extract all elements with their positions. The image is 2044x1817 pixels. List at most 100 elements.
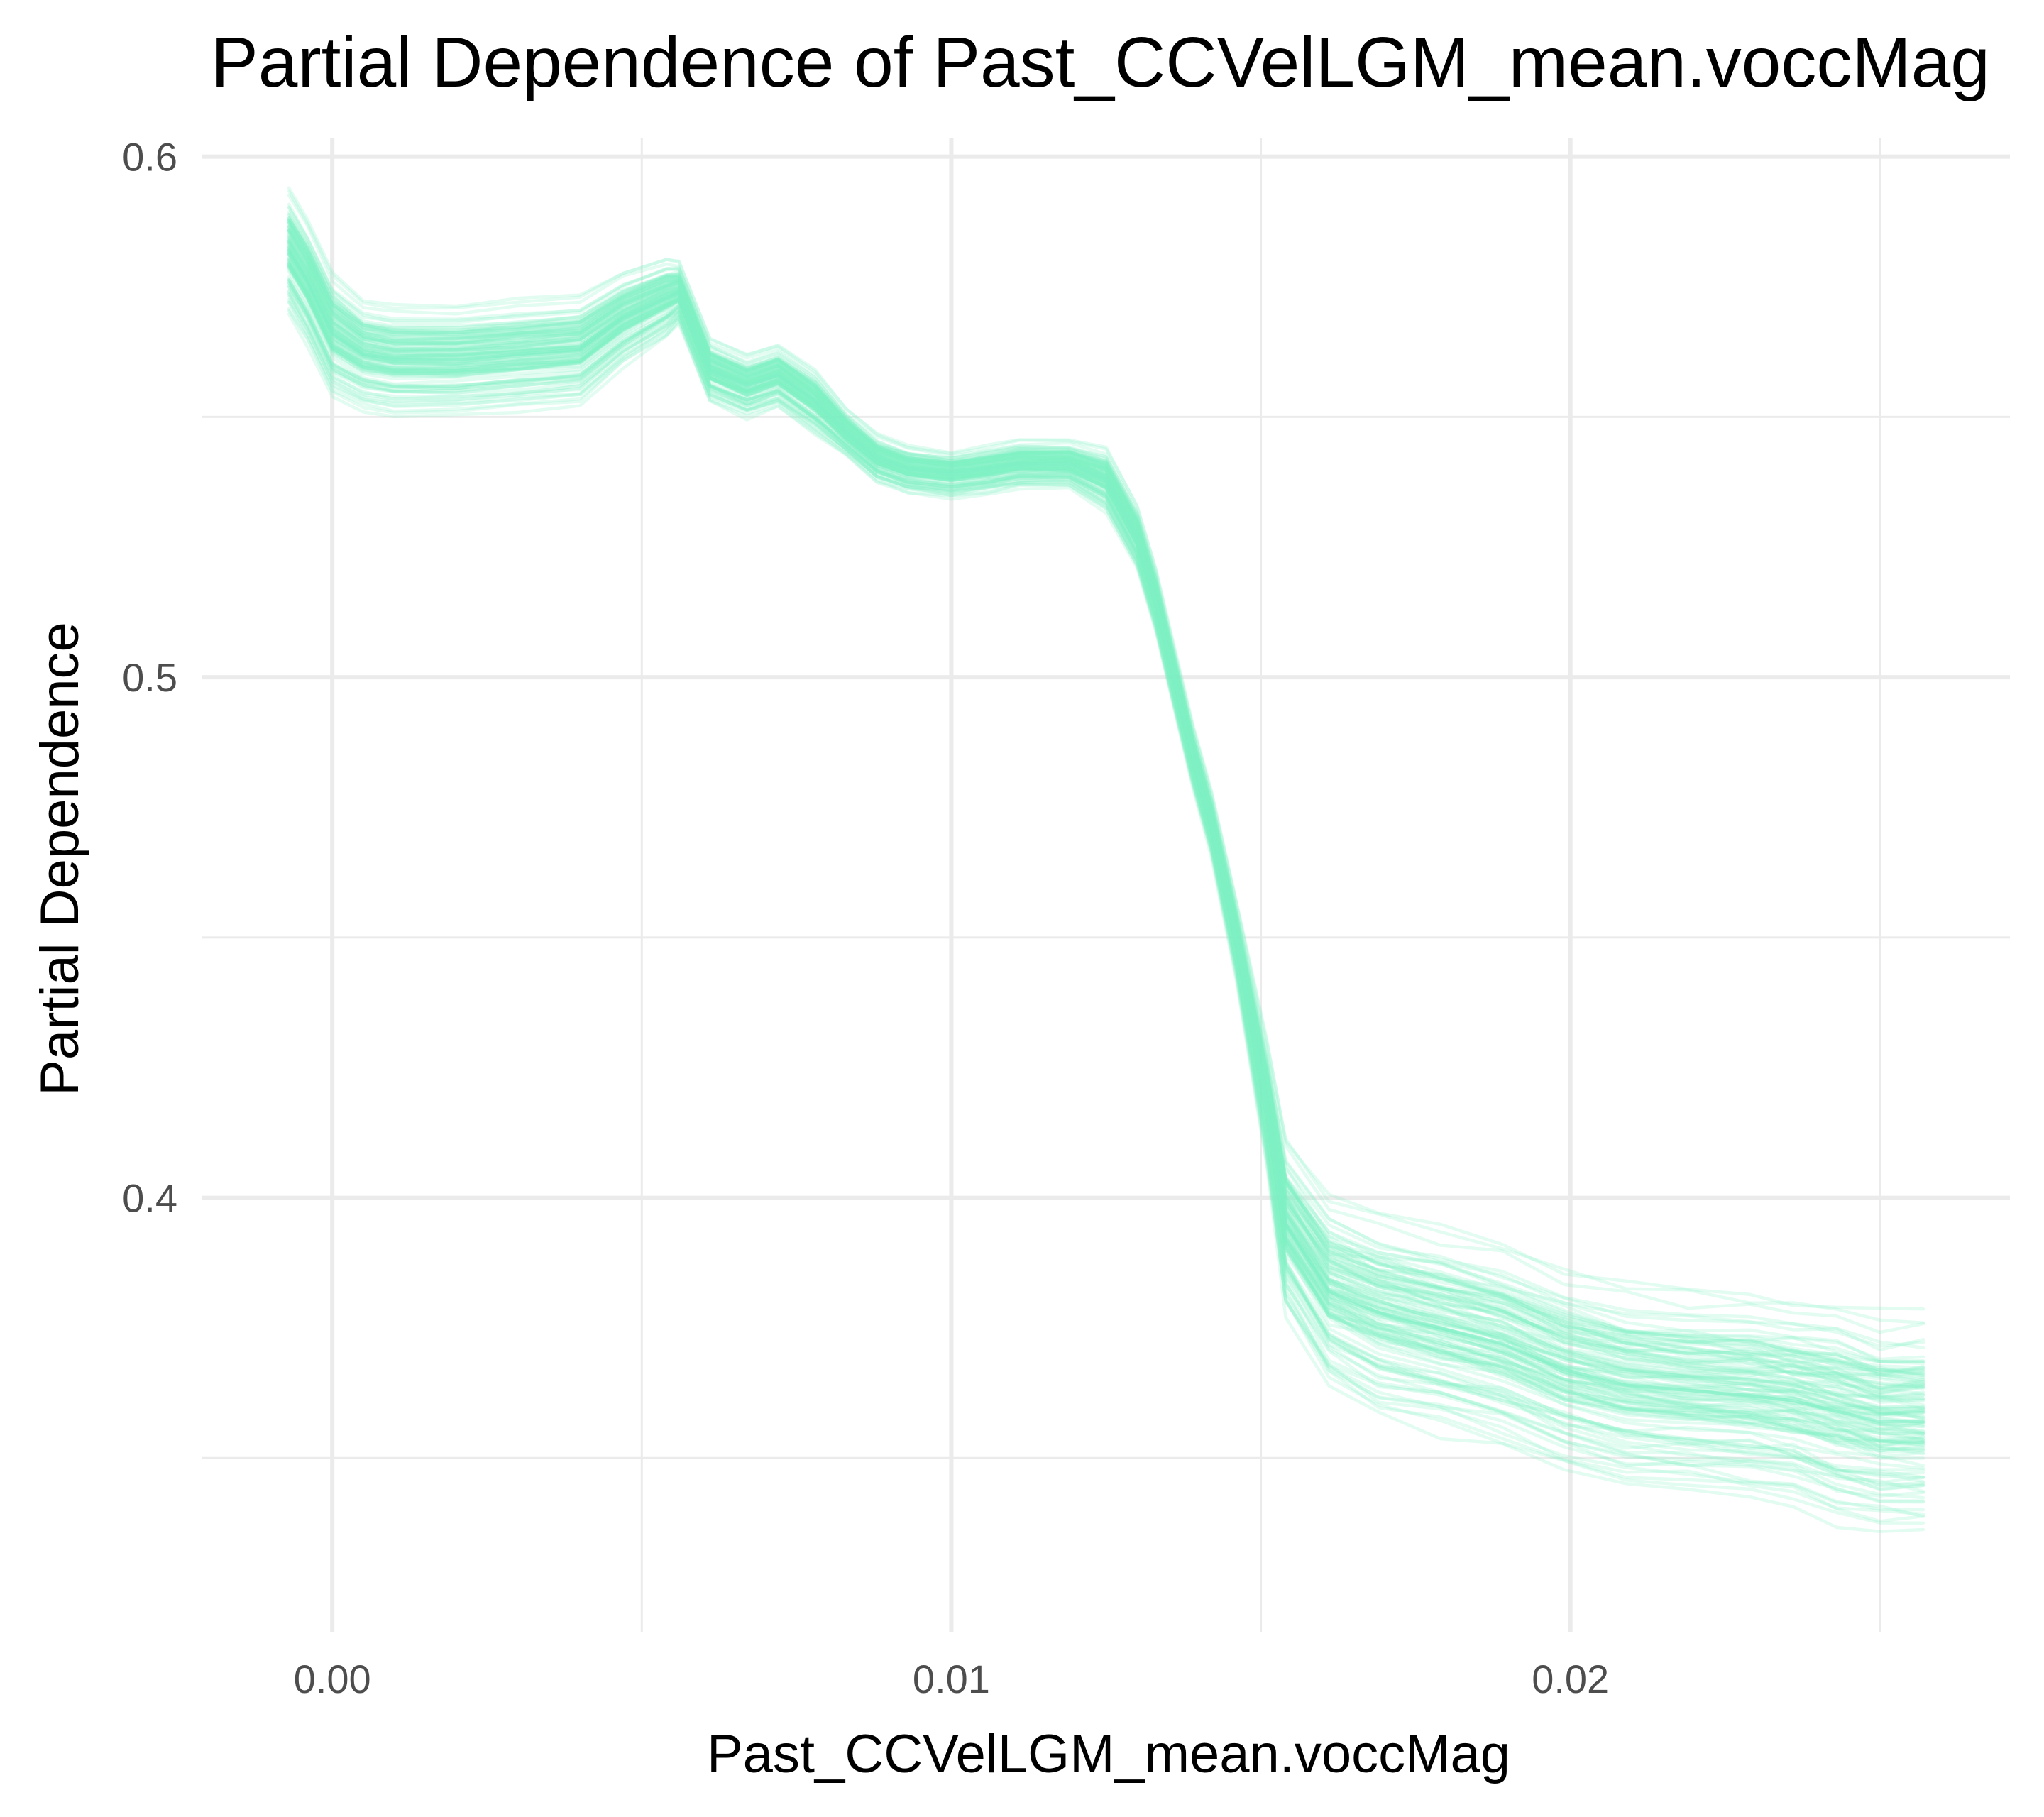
ice-series-line [287, 218, 1925, 1370]
ice-series-line [287, 298, 1925, 1512]
ice-series-line [287, 252, 1925, 1428]
ice-series-line [287, 261, 1925, 1448]
ice-series-line [287, 243, 1925, 1417]
ice-series-line [287, 212, 1925, 1363]
ice-series-line [287, 251, 1925, 1433]
ice-series-line [287, 263, 1925, 1447]
ice-series-line [287, 236, 1925, 1397]
ice-series-line [287, 275, 1925, 1471]
ice-series-line [287, 252, 1925, 1435]
ice-series-line [287, 216, 1925, 1366]
ice-series-line [287, 229, 1925, 1399]
ice-series-line [287, 186, 1925, 1311]
ice-series-line [287, 218, 1925, 1377]
ice-series-line [287, 237, 1925, 1400]
x-tick-label: 0.01 [913, 1657, 990, 1701]
y-tick-label: 0.5 [122, 655, 177, 700]
ice-series-line [287, 238, 1925, 1402]
ice-series-line [287, 285, 1925, 1491]
ice-series-line [287, 202, 1925, 1350]
ice-series-line [287, 224, 1925, 1384]
ice-series-line [287, 281, 1925, 1485]
ice-series-line [287, 270, 1925, 1468]
ice-series-line [287, 266, 1925, 1460]
ice-series-line [287, 229, 1925, 1390]
ice-series-line [287, 225, 1925, 1384]
y-axis-title: Partial Dependence [30, 622, 90, 1096]
ice-series-line [287, 231, 1925, 1396]
ice-series-line [287, 284, 1925, 1493]
ice-series-line [287, 312, 1925, 1534]
ice-series-line [287, 235, 1925, 1407]
y-tick-label: 0.6 [122, 135, 177, 180]
ice-series-line [287, 250, 1925, 1424]
ice-series-line [287, 258, 1925, 1436]
ice-series-line [287, 220, 1925, 1376]
ice-series-line [287, 300, 1925, 1518]
ice-series-line [287, 261, 1925, 1445]
ice-series-line [287, 241, 1925, 1410]
ice-series-line [287, 190, 1925, 1324]
ice-series-line [287, 241, 1925, 1401]
ice-center-line [287, 248, 1925, 1424]
ice-series-line [287, 221, 1925, 1378]
ice-series-line [287, 231, 1925, 1392]
ice-series-line [287, 206, 1925, 1352]
ice-series-line [287, 221, 1925, 1374]
ice-series-line [287, 285, 1925, 1487]
ice-series-line [287, 256, 1925, 1436]
ice-series-line [287, 210, 1925, 1361]
ice-series-line [287, 307, 1925, 1523]
ice-series-line [287, 265, 1925, 1452]
ice-series-line [287, 219, 1925, 1378]
ice-series-line [287, 290, 1925, 1500]
ice-series-line [287, 229, 1925, 1395]
ice-series-line [287, 216, 1925, 1363]
ice-series-line [287, 239, 1925, 1410]
ice-series-line [287, 247, 1925, 1418]
ice-series-line [287, 252, 1925, 1436]
ice-lines [287, 186, 1925, 1534]
ice-series-line [287, 218, 1925, 1373]
ice-series-line [287, 250, 1925, 1427]
ice-series-line [287, 295, 1925, 1503]
ice-series-line [287, 246, 1925, 1417]
ice-series-line [287, 245, 1925, 1413]
ice-series-line [287, 213, 1925, 1363]
ice-series-line [287, 262, 1925, 1444]
ice-series-line [287, 281, 1925, 1488]
ice-series-line [287, 251, 1925, 1435]
x-tick-label: 0.02 [1532, 1657, 1609, 1701]
ice-series-line [287, 220, 1925, 1378]
ice-series-line [287, 225, 1925, 1389]
ice-series-line [287, 234, 1925, 1400]
y-tick-labels: 0.4 0.5 0.6 [122, 135, 177, 1221]
ice-series-line [287, 261, 1925, 1456]
ice-series-line [287, 218, 1925, 1374]
ice-series-line [287, 264, 1925, 1454]
ice-series-line [287, 253, 1925, 1432]
ice-series-line [287, 265, 1925, 1447]
ice-series-line [287, 248, 1925, 1416]
ice-series-line [287, 258, 1925, 1449]
ice-series-line [287, 229, 1925, 1390]
ice-series-line [287, 227, 1925, 1391]
ice-series-line [287, 259, 1925, 1442]
ice-series-line [287, 246, 1925, 1419]
ice-series-line [287, 229, 1925, 1388]
ice-series-line [287, 300, 1925, 1516]
ice-series-line [287, 243, 1925, 1421]
y-tick-label: 0.4 [122, 1176, 177, 1221]
ice-series-line [287, 263, 1925, 1453]
ice-series-line [287, 239, 1925, 1415]
ice-series-line [287, 292, 1925, 1498]
ice-series-line [287, 256, 1925, 1442]
ice-series-line [287, 241, 1925, 1415]
ice-series-line [287, 234, 1925, 1395]
ice-series-line [287, 205, 1925, 1348]
ice-series-line [287, 278, 1925, 1471]
ice-series-line [287, 258, 1925, 1442]
ice-series-line [287, 289, 1925, 1491]
ice-series-line [287, 221, 1925, 1380]
